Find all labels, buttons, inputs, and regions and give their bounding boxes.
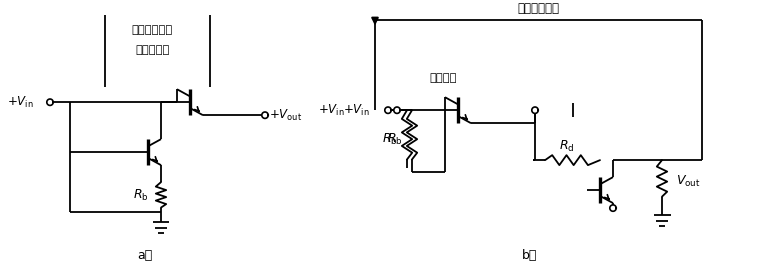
Text: a）: a） <box>137 248 153 262</box>
Text: $V_{\rm out}$: $V_{\rm out}$ <box>676 174 701 189</box>
Text: $+V_{\rm in}$: $+V_{\rm in}$ <box>7 95 33 110</box>
Text: 和调整电压: 和调整电压 <box>136 45 170 55</box>
Text: $R_{\rm d}$: $R_{\rm d}$ <box>559 139 574 154</box>
Text: $R_{\rm b}$: $R_{\rm b}$ <box>388 131 403 147</box>
Text: $+V_{\rm in}$: $+V_{\rm in}$ <box>318 103 345 118</box>
Polygon shape <box>46 99 53 105</box>
Polygon shape <box>610 205 616 211</box>
Polygon shape <box>394 107 400 113</box>
Text: 基极偏置电压: 基极偏置电压 <box>132 25 173 35</box>
Text: 基极偏置电压: 基极偏置电压 <box>518 2 560 15</box>
Polygon shape <box>385 107 391 113</box>
Text: 调整电压: 调整电压 <box>429 73 456 83</box>
Text: $R_{\rm b}$: $R_{\rm b}$ <box>133 188 149 203</box>
Polygon shape <box>262 112 268 118</box>
Polygon shape <box>532 107 538 113</box>
Text: $+V_{\rm in}$: $+V_{\rm in}$ <box>343 103 370 118</box>
Text: $R_{\rm b}$: $R_{\rm b}$ <box>382 131 398 147</box>
Text: $+V_{\rm out}$: $+V_{\rm out}$ <box>269 108 302 123</box>
Text: b）: b） <box>522 248 538 262</box>
